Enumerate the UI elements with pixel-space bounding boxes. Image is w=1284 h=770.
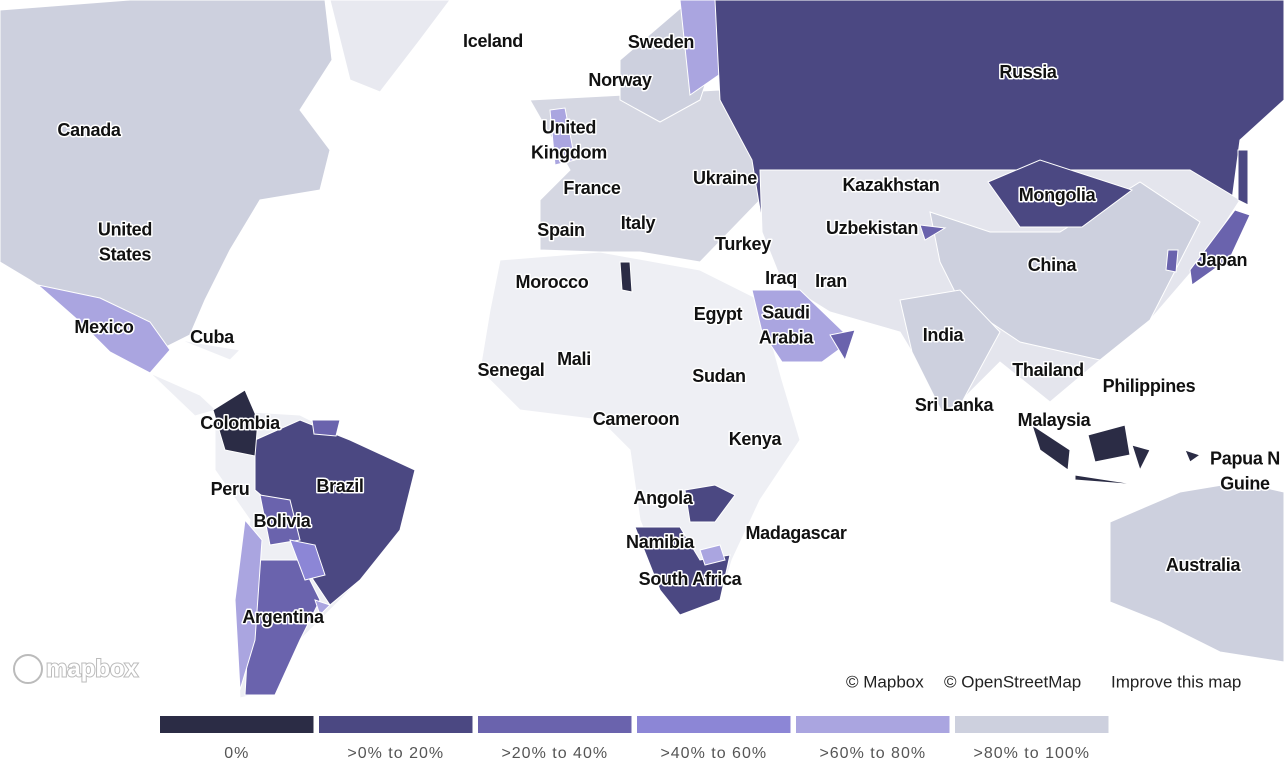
- country-label: Russia: [999, 62, 1058, 82]
- country-label: Bolivia: [254, 511, 312, 531]
- country-label: Spain: [537, 220, 585, 240]
- country-label: Guine: [1220, 473, 1270, 493]
- land: [0, 0, 1284, 699]
- attribution-text: © Mapbox: [846, 672, 924, 691]
- legend-swatch: [319, 716, 473, 733]
- logo-icon: [13, 654, 43, 684]
- country-label: Kenya: [729, 429, 783, 449]
- legend-swatch: [955, 716, 1109, 733]
- attribution-link[interactable]: Improve this map: [1111, 672, 1241, 691]
- country-labels: Iceland Sweden Norway Russia Canada United Kin…: [56, 29, 1282, 628]
- country-label: Morocco: [516, 272, 589, 292]
- country-label: Cuba: [190, 327, 235, 347]
- country-label: Senegal: [478, 360, 545, 380]
- legend-label: >20% to 40%: [501, 745, 608, 762]
- attribution: © Mapbox © OpenStreetMap Improve this ma…: [13, 654, 1241, 691]
- legend-swatch: [478, 716, 632, 733]
- country-label: Arabia: [759, 327, 815, 347]
- legend: 0% >0% to 20% >20% to 40% >40% to 60% >60% t…: [160, 716, 1109, 762]
- mapbox-logo[interactable]: mapbox: [45, 654, 140, 683]
- country-label: Colombia: [200, 413, 281, 433]
- country-label: Egypt: [694, 304, 743, 324]
- country-label: Mali: [557, 349, 591, 369]
- country-label: Italy: [621, 213, 656, 233]
- country-label: Brazil: [316, 476, 363, 496]
- country-label: Sudan: [692, 366, 746, 386]
- legend-swatch: [637, 716, 791, 733]
- country-label: United: [98, 219, 152, 239]
- country-label: Saudi: [762, 302, 810, 322]
- country-label: Iran: [815, 271, 847, 291]
- country-label: Argentina: [242, 607, 325, 627]
- country-label: Ukraine: [693, 168, 757, 188]
- country-label: Sri Lanka: [915, 395, 995, 415]
- country-label: France: [563, 178, 621, 198]
- country-label: States: [99, 244, 152, 264]
- country-label: South Africa: [639, 569, 743, 589]
- country-label: Canada: [57, 120, 122, 140]
- country-label: Cameroon: [593, 409, 680, 429]
- country-label: Australia: [1166, 555, 1242, 575]
- country-label: Namibia: [626, 532, 695, 552]
- country-label: China: [1028, 255, 1078, 275]
- country-label: Papua N: [1210, 448, 1280, 468]
- legend-label: >80% to 100%: [973, 745, 1090, 762]
- country-label: Iceland: [463, 31, 523, 51]
- country-label: Sweden: [628, 32, 694, 52]
- legend-label: 0%: [224, 745, 249, 762]
- country-label: Kazakhstan: [842, 175, 939, 195]
- country-label: United: [542, 117, 596, 137]
- country-label: Turkey: [715, 234, 771, 254]
- attribution-text[interactable]: © OpenStreetMap: [944, 672, 1081, 691]
- country-label: Malaysia: [1018, 410, 1092, 430]
- legend-label: >60% to 80%: [819, 745, 926, 762]
- legend-swatch: [796, 716, 950, 733]
- country-label: Madagascar: [745, 523, 846, 543]
- country-label: Japan: [1197, 250, 1248, 270]
- country-label: Iraq: [765, 268, 797, 288]
- country-label: Peru: [211, 479, 250, 499]
- country-label: Kingdom: [531, 142, 607, 162]
- country-label: India: [923, 325, 965, 345]
- country-label: Mexico: [74, 317, 134, 337]
- legend-swatch: [160, 716, 314, 733]
- country-label: Thailand: [1012, 360, 1084, 380]
- country-label: Angola: [633, 488, 693, 508]
- country-label: Norway: [588, 70, 652, 90]
- country-label: Philippines: [1103, 376, 1196, 396]
- legend-label: >40% to 60%: [660, 745, 767, 762]
- legend-label: >0% to 20%: [347, 745, 444, 762]
- country-label: Mongolia: [1019, 185, 1097, 205]
- country-label: Uzbekistan: [826, 218, 918, 238]
